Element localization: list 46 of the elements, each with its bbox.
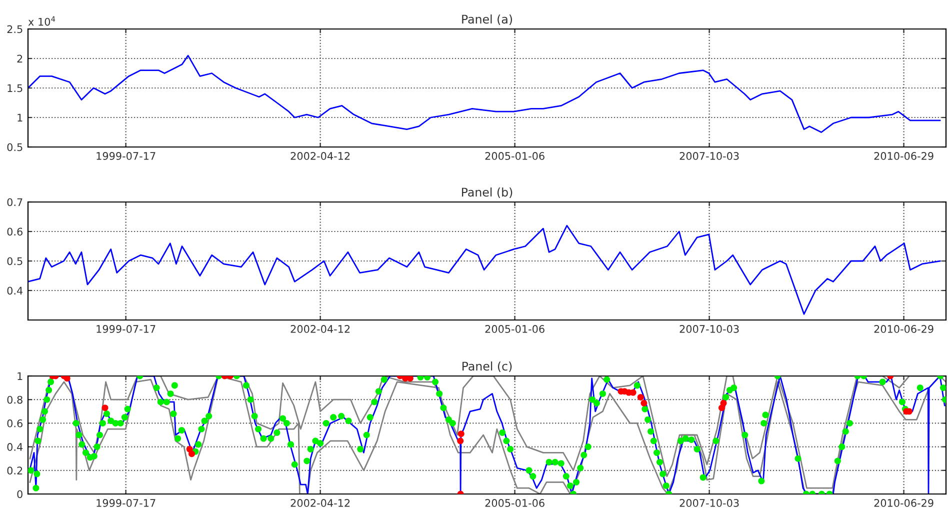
y-tick-label: 2.5 bbox=[7, 25, 22, 34]
y-tick-label: 0.6 bbox=[7, 228, 22, 236]
x-tick-label: 2005-01-06 bbox=[485, 152, 544, 160]
line-series bbox=[28, 224, 941, 315]
x-tick-label: 2010-06-29 bbox=[874, 499, 934, 507]
x-tick-label: 2007-10-03 bbox=[680, 325, 739, 333]
point bbox=[64, 376, 70, 382]
point bbox=[630, 389, 636, 396]
x-tick-label: 2010-06-29 bbox=[874, 152, 934, 160]
y-tick-label: 0 bbox=[17, 490, 22, 498]
x-tick-label: 1999-07-17 bbox=[96, 325, 156, 333]
point bbox=[406, 376, 414, 382]
y-tick-label: 0.6 bbox=[7, 419, 22, 428]
text: x 10$^{4}$ bbox=[28, 16, 56, 26]
point bbox=[457, 438, 464, 444]
point bbox=[637, 394, 644, 400]
y-tick-label: 1.5 bbox=[8, 84, 22, 92]
chart-title: Panel (c) bbox=[462, 361, 512, 372]
y-tick-label: 0.4 bbox=[7, 286, 23, 295]
x-tick-label: 2010-06-29 bbox=[874, 325, 934, 333]
point bbox=[640, 400, 648, 406]
x-tick-label: 2005-01-06 bbox=[485, 325, 544, 333]
y-tick-label: 1 bbox=[18, 372, 22, 380]
y-tick-label: 0.5 bbox=[7, 143, 22, 152]
y-tick-label: 0.4 bbox=[7, 443, 23, 451]
line-series bbox=[28, 54, 941, 133]
chart-title: Panel (a) bbox=[462, 14, 512, 25]
y-tick-label: 0.2 bbox=[7, 466, 22, 475]
x-tick-label: 1999-07-17 bbox=[96, 499, 156, 507]
x-tick-label: 1999-07-17 bbox=[96, 152, 156, 160]
x-tick-label: 2002-04-12 bbox=[290, 325, 350, 333]
x-tick-label: 2005-01-06 bbox=[485, 499, 544, 507]
x-tick-label: 2007-10-03 bbox=[680, 499, 739, 507]
x-tick-label: 2002-04-12 bbox=[290, 499, 350, 507]
x-tick-label: 2007-10-03 bbox=[680, 152, 739, 160]
point bbox=[458, 430, 464, 438]
y-tick-label: 0.8 bbox=[7, 396, 22, 404]
chart-title: Panel (b) bbox=[462, 187, 512, 198]
point bbox=[720, 400, 727, 406]
y-tick-label: 1 bbox=[18, 114, 22, 122]
point bbox=[188, 450, 196, 458]
y-tick-label: 0.7 bbox=[7, 198, 22, 206]
y-tick-label: 2 bbox=[17, 54, 22, 62]
point bbox=[102, 404, 108, 412]
y-tick-label: 0.5 bbox=[7, 257, 22, 266]
x-tick-label: 2002-04-12 bbox=[290, 152, 350, 160]
